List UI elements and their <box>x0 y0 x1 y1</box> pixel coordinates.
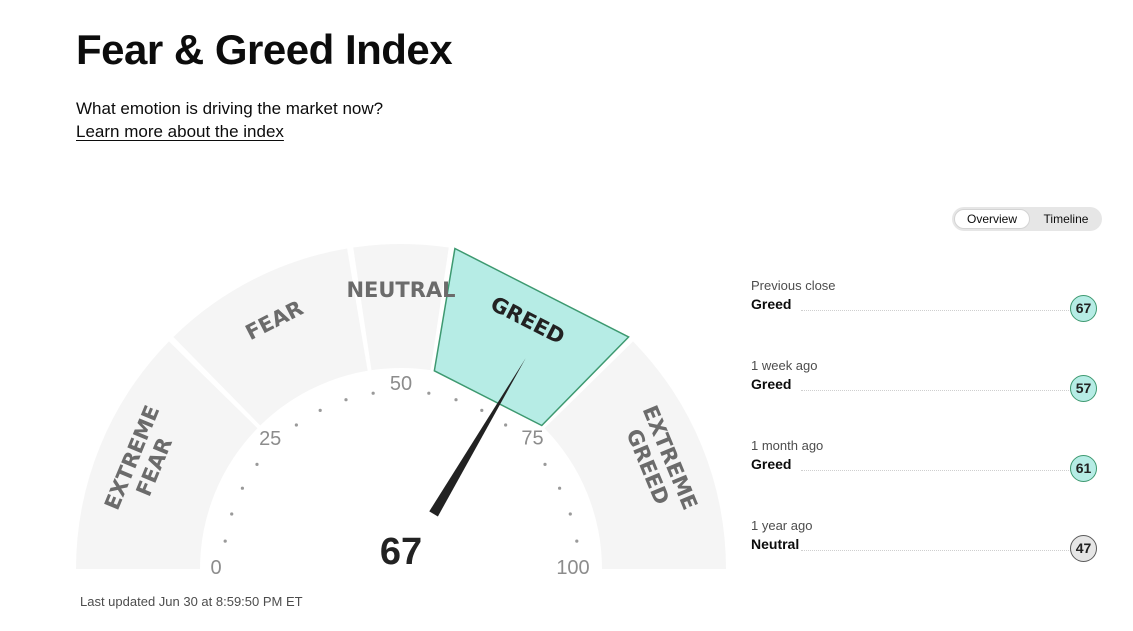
gauge-needle <box>429 358 526 517</box>
tick-dot <box>294 423 298 427</box>
history-row-previous-close: Previous close Greed 67 <box>751 278 1101 358</box>
tick-dot <box>255 462 259 466</box>
segment-neutral <box>353 244 449 371</box>
tick-dot <box>371 391 375 395</box>
page-title: Fear & Greed Index <box>76 26 453 73</box>
history-value-badge: 61 <box>1070 455 1097 482</box>
history-period: 1 month ago <box>751 438 824 453</box>
overview-tab[interactable]: Overview <box>954 209 1030 229</box>
history-row-1-month-ago: 1 month ago Greed 61 <box>751 438 1101 518</box>
history-divider <box>801 550 1071 551</box>
timeline-tab[interactable]: Timeline <box>1043 212 1089 226</box>
history-rating: Greed <box>751 296 792 312</box>
tick-dot <box>543 462 547 466</box>
segment-fear <box>173 248 368 426</box>
history-divider <box>801 390 1071 391</box>
history-value-badge: 47 <box>1070 535 1097 562</box>
tick-label-75: 75 <box>521 427 543 449</box>
tick-label-0: 0 <box>210 557 221 579</box>
gauge-value: 67 <box>380 531 422 573</box>
tick-dot <box>427 391 431 395</box>
history-rating: Greed <box>751 456 792 472</box>
tick-dot <box>344 398 348 402</box>
page-subtitle: What emotion is driving the market now? <box>76 99 384 118</box>
last-updated: Last updated Jun 30 at 8:59:50 PM ET <box>80 594 303 609</box>
segment-extreme-greed <box>544 341 726 569</box>
history-list: Previous close Greed 67 1 week ago Greed… <box>751 278 1101 598</box>
tick-dot <box>504 423 508 427</box>
tick-dot <box>240 486 244 490</box>
gauge-center-disc <box>335 503 467 600</box>
tick-label-50: 50 <box>390 373 412 395</box>
history-row-1-year-ago: 1 year ago Neutral 47 <box>751 518 1101 598</box>
history-rating: Neutral <box>751 536 800 552</box>
segment-neutral-label: NEUTRAL <box>346 278 455 302</box>
segment-extreme-fear <box>76 341 258 569</box>
history-period: 1 week ago <box>751 358 818 373</box>
history-divider <box>801 310 1071 311</box>
view-toggle: Overview Timeline <box>952 207 1102 231</box>
gauge-segments <box>76 244 726 569</box>
history-period: 1 year ago <box>751 518 813 533</box>
history-value-badge: 67 <box>1070 295 1097 322</box>
tick-label-25: 25 <box>259 428 281 450</box>
history-value-badge: 57 <box>1070 375 1097 402</box>
learn-more-link[interactable]: Learn more about the index <box>76 122 284 141</box>
tick-label-100: 100 <box>556 557 589 579</box>
tick-dot <box>230 512 234 516</box>
tick-dot <box>454 398 458 402</box>
segment-greed <box>433 247 630 427</box>
history-divider <box>801 470 1071 471</box>
tick-dot <box>223 539 227 543</box>
tick-dot <box>575 539 579 543</box>
history-period: Previous close <box>751 278 836 293</box>
history-rating: Greed <box>751 376 792 392</box>
gauge-tick-dots <box>223 391 579 543</box>
tick-dot <box>480 408 484 412</box>
tick-dot <box>318 408 322 412</box>
gauge-tick-labels: 0 25 50 75 100 <box>210 373 589 579</box>
history-row-1-week-ago: 1 week ago Greed 57 <box>751 358 1101 438</box>
tick-dot <box>568 512 572 516</box>
tick-dot <box>558 486 562 490</box>
